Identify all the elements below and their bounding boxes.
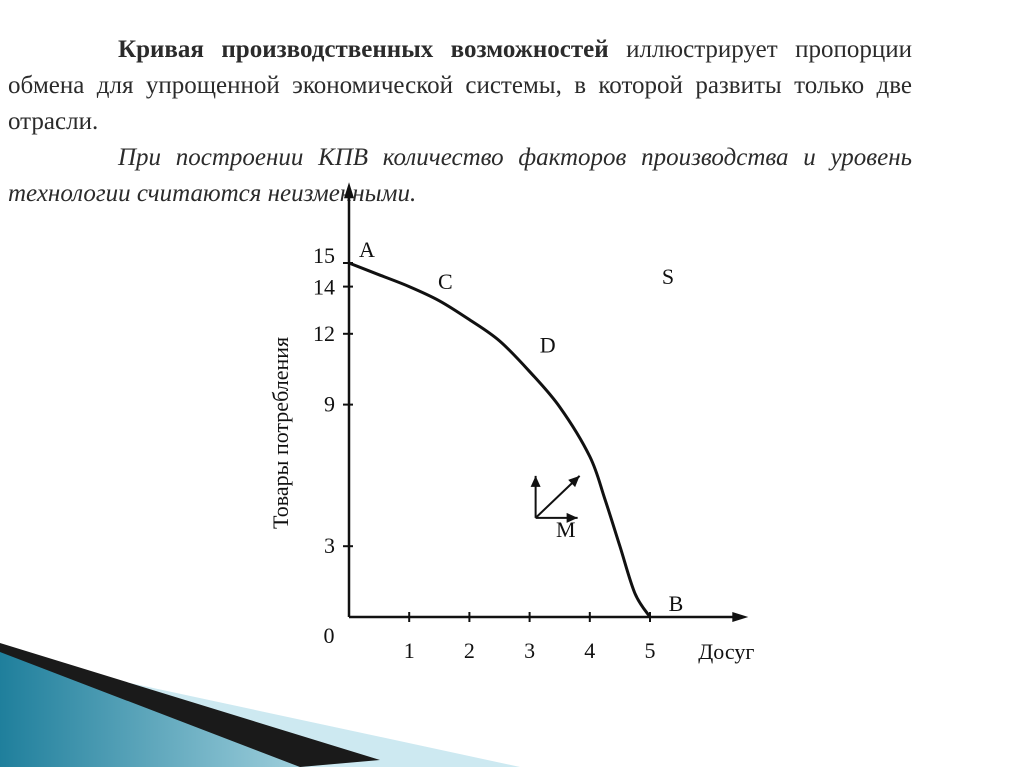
point-label-s: S <box>662 264 674 289</box>
y-tick-label: 3 <box>324 533 335 558</box>
y-tick-label: 15 <box>313 243 335 268</box>
decor-stripe-dark <box>0 643 380 767</box>
x-axis-title: Досуг <box>698 639 754 664</box>
point-label-m: M <box>556 517 576 542</box>
paragraph-1: Кривая производственных возможностей илл… <box>8 32 912 140</box>
x-tick-label: 1 <box>404 638 415 663</box>
arrow-up-head <box>530 475 541 487</box>
slide-text: Кривая производственных возможностей илл… <box>8 32 912 212</box>
point-label-d: D <box>540 333 556 358</box>
x-axis-arrowhead <box>732 612 749 622</box>
arrow-diagonal-head <box>568 475 580 488</box>
point-label-b: B <box>669 591 684 616</box>
ppf-curve <box>348 261 652 618</box>
arrow-right-head <box>566 512 578 523</box>
y-tick-label: 14 <box>313 275 335 300</box>
slide-title: Кривая производственных возможностей <box>118 36 609 63</box>
point-label-c: C <box>438 269 453 294</box>
y-tick-label: 12 <box>313 321 335 346</box>
origin-label: 0 <box>324 623 335 648</box>
y-axis-arrowhead <box>344 182 354 199</box>
point-label-a: A <box>359 237 375 262</box>
x-tick-label: 3 <box>524 638 535 663</box>
x-tick-label: 4 <box>584 638 595 663</box>
y-tick-label: 9 <box>324 392 335 417</box>
paragraph-1-rest: иллюстрирует пропорции обмена для упроще… <box>8 36 912 135</box>
x-tick-label: 2 <box>464 638 475 663</box>
y-axis-title: Товары потребления <box>268 337 293 529</box>
x-tick-label: 5 <box>645 638 656 663</box>
